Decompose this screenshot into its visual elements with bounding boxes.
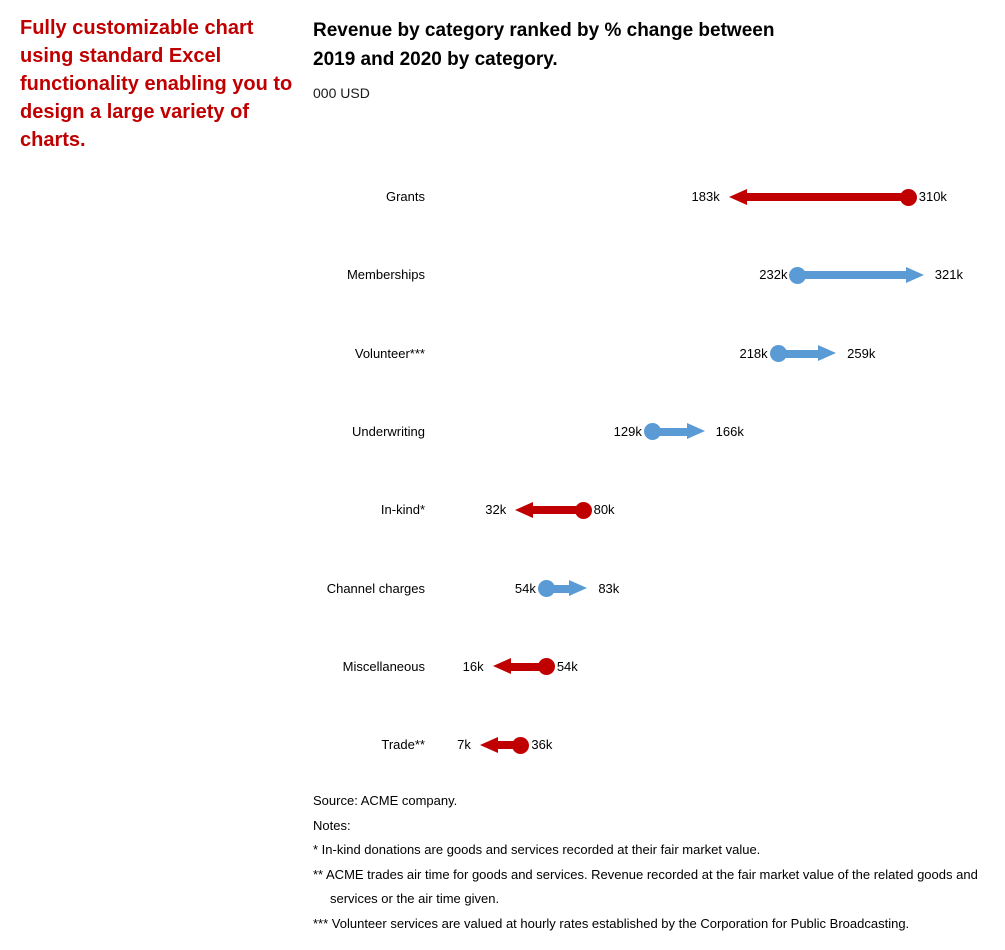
category-label: Volunteer*** (354, 345, 425, 361)
arrow-body (746, 193, 909, 201)
arrow-head (569, 580, 588, 596)
arrow-head (905, 266, 924, 283)
footnote-2: ** ACME trades air time for goods and se… (313, 866, 978, 907)
arrow-body (497, 741, 521, 750)
arrow-body (797, 271, 906, 280)
category-label: Grants (385, 189, 425, 204)
end-value-label: 259k (847, 345, 876, 361)
start-value-label: 36k (531, 737, 553, 753)
arrow-head (818, 345, 837, 362)
category-label: Trade** (381, 737, 425, 753)
chart-title-line1: Revenue by category ranked by % change b… (313, 20, 775, 41)
arrow-body (510, 662, 547, 671)
chart-title-line2: 2019 and 2020 by category. (313, 49, 558, 70)
end-value-label: 7k (457, 737, 471, 753)
source-line: Source: ACME company. (313, 793, 458, 808)
end-value-label: 32k (485, 502, 507, 518)
category-label: Underwriting (352, 423, 425, 439)
category-label: Miscellaneous (342, 658, 425, 674)
start-dot (899, 188, 917, 206)
chart-title: Revenue by category ranked by % change b… (313, 16, 953, 74)
start-value-label: 80k (593, 502, 615, 518)
end-value-label: 166k (715, 423, 744, 439)
category-label: In-kind* (380, 502, 425, 518)
category-label: Memberships (346, 267, 425, 283)
start-value-label: 218k (739, 345, 768, 361)
end-value-label: 83k (598, 580, 620, 596)
arrow-body (652, 427, 687, 436)
notes-label: Notes: (313, 817, 351, 833)
footnote-3: *** Volunteer services are valued at hou… (313, 915, 910, 931)
start-dot (512, 736, 530, 754)
sidebar-annotation: Fully customizable chart using standard … (20, 17, 293, 151)
arrow-body (533, 506, 584, 515)
start-dot (574, 501, 592, 519)
chart-subtitle-units: 000 USD (313, 85, 370, 101)
arrow-head (479, 736, 498, 753)
arrow-head (492, 658, 511, 675)
end-value-label: 16k (462, 658, 484, 674)
start-value-label: 232k (759, 267, 788, 283)
footnote-1: * In-kind donations are goods and servic… (313, 842, 761, 857)
start-value-label: 54k (556, 658, 578, 674)
category-label: Channel charges (326, 580, 425, 596)
end-value-label: 321k (934, 267, 963, 283)
start-dot (537, 658, 555, 676)
arrow-head (686, 423, 705, 440)
start-value-label: 54k (514, 580, 536, 596)
start-value-label: 310k (918, 189, 947, 204)
start-value-label: 129k (613, 423, 642, 439)
arrow-head (728, 188, 747, 205)
end-value-label: 183k (691, 189, 720, 204)
arrow-head (515, 501, 534, 518)
arrow-body (546, 584, 570, 593)
arrow-body (778, 349, 819, 358)
chart-footnotes: Source: ACME company. Notes: * In-kind d… (313, 789, 1005, 936)
